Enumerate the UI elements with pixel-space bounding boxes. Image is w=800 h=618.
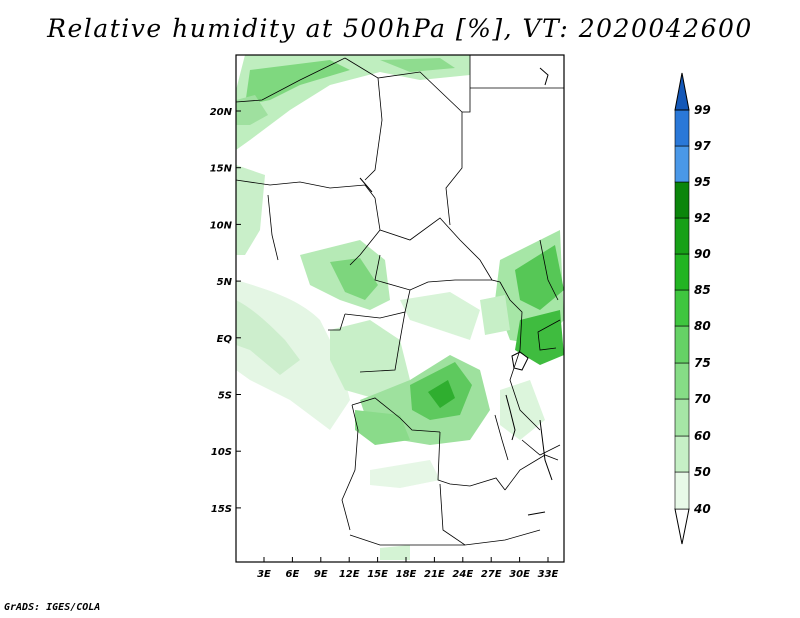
colorbar-low-arrow xyxy=(674,508,690,545)
colorbar: 40 50 60 70 75 80 85 90 92 95 97 99 xyxy=(674,72,711,545)
lat-label: 5S xyxy=(218,391,232,402)
colorbar-segment xyxy=(674,398,690,437)
colorbar-label: 85 xyxy=(694,283,711,297)
colorbar-segment xyxy=(674,217,690,255)
colorbar-high-arrow xyxy=(674,72,690,111)
lat-label: 20N xyxy=(210,107,233,118)
latitude-axis: 20N 15N 10N 5N EQ 5S 10S 15S xyxy=(210,107,241,515)
lon-label: 30E xyxy=(509,569,530,580)
lon-label: 12E xyxy=(339,569,360,580)
colorbar-segment xyxy=(674,253,690,291)
colorbar-label: 60 xyxy=(694,429,711,443)
lat-label: 15N xyxy=(210,164,233,175)
colorbar-label: 70 xyxy=(694,392,711,406)
colorbar-label: 75 xyxy=(694,356,711,370)
lon-label: 24E xyxy=(452,569,473,580)
colorbar-label: 97 xyxy=(694,139,711,153)
lat-label: 5N xyxy=(217,277,233,288)
colorbar-label: 40 xyxy=(693,502,711,516)
colorbar-label: 99 xyxy=(694,103,711,117)
colorbar-label: 80 xyxy=(694,319,711,333)
lat-label: 15S xyxy=(211,504,232,515)
colorbar-label: 90 xyxy=(694,247,711,261)
lat-label: 10S xyxy=(211,447,232,458)
map-title: Relative humidity at 500hPa [%], VT: 202… xyxy=(47,14,753,43)
lon-label: 18E xyxy=(396,569,417,580)
lakes xyxy=(359,67,553,516)
lon-label: 15E xyxy=(367,569,388,580)
lon-label: 3E xyxy=(257,569,271,580)
lon-label: 21E xyxy=(424,569,445,580)
humidity-field xyxy=(236,55,564,560)
colorbar-label: 95 xyxy=(694,175,711,189)
colorbar-segment xyxy=(674,325,690,364)
colorbar-segment xyxy=(674,362,690,400)
lon-label: 27E xyxy=(481,569,502,580)
colorbar-segment xyxy=(674,435,690,473)
lon-label: 33E xyxy=(538,569,559,580)
country-borders xyxy=(235,55,564,546)
lon-label: 9E xyxy=(314,569,328,580)
colorbar-label: 50 xyxy=(694,465,711,479)
lon-label: 6E xyxy=(286,569,300,580)
lat-label: EQ xyxy=(217,334,233,345)
longitude-axis: 3E 6E 9E 12E 15E 18E 21E 24E 27E 30E 33E xyxy=(257,557,559,580)
colorbar-segment xyxy=(674,471,690,510)
colorbar-segment xyxy=(674,289,690,327)
colorbar-label: 92 xyxy=(694,211,711,225)
colorbar-segment xyxy=(674,109,690,147)
footer-credit: GrADS: IGES/COLA xyxy=(4,602,101,613)
map-frame xyxy=(235,54,565,563)
colorbar-segment xyxy=(674,181,690,219)
colorbar-segment xyxy=(674,145,690,183)
lat-label: 10N xyxy=(210,220,233,231)
